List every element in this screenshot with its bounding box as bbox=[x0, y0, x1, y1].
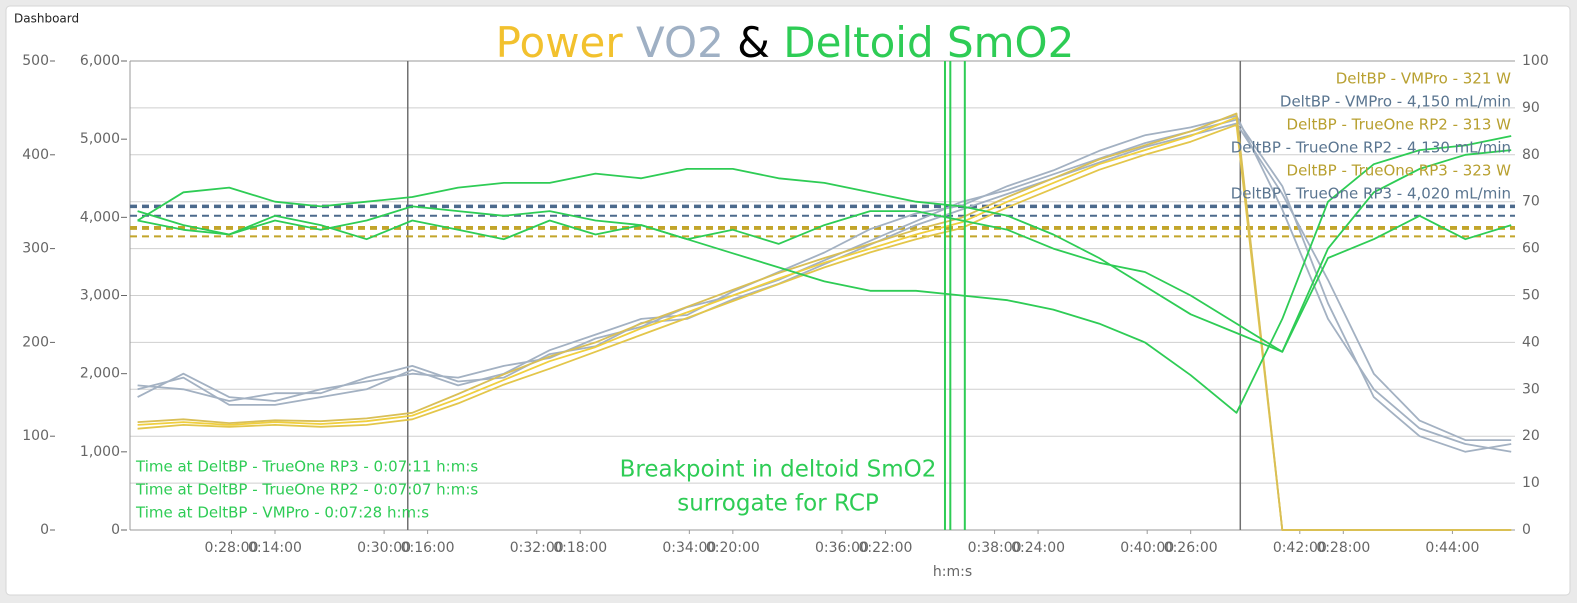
threshold-label: DeltBP - TrueOne RP2 - 313 W bbox=[1287, 116, 1512, 134]
y3-tick-label: 0 bbox=[111, 522, 120, 538]
threshold-label: DeltBP - VMPro - 4,150 mL/min bbox=[1280, 93, 1511, 111]
y2-tick-label: 50 bbox=[1522, 288, 1540, 304]
y2-tick-label: 90 bbox=[1522, 100, 1540, 116]
x2-tick-label: 0:42:00 bbox=[1273, 540, 1327, 556]
y2-tick-label: 10 bbox=[1522, 475, 1540, 491]
title-part: VO2 bbox=[636, 18, 724, 67]
x2-tick-label: 0:28:00 bbox=[204, 540, 258, 556]
threshold-label: DeltBP - TrueOne RP3 - 323 W bbox=[1287, 162, 1512, 180]
y3-tick-label: 4,000 bbox=[80, 209, 120, 225]
y2-tick-label: 60 bbox=[1522, 241, 1540, 257]
y3-tick-label: 5,000 bbox=[80, 131, 120, 147]
y-tick-label: 200 bbox=[22, 334, 49, 350]
series-line bbox=[137, 210, 1512, 353]
threshold-label: DeltBP - VMPro - 321 W bbox=[1336, 70, 1511, 88]
x-tick-label: 0:16:00 bbox=[401, 540, 455, 556]
series-line bbox=[137, 118, 1512, 453]
series-line bbox=[137, 112, 1512, 531]
y2-tick-label: 70 bbox=[1522, 194, 1540, 210]
annotation: surrogate for RCP bbox=[677, 491, 879, 517]
x-tick-label: 0:22:00 bbox=[858, 540, 912, 556]
series-line bbox=[137, 114, 1512, 453]
y-tick-label: 500 bbox=[22, 53, 49, 69]
x2-tick-label: 0:30:00 bbox=[357, 540, 411, 556]
breakpoint-time: Time at DeltBP - TrueOne RP2 - 0:07:07 h… bbox=[135, 481, 478, 499]
y-tick-label: 0 bbox=[40, 522, 49, 538]
y-tick-label: 400 bbox=[22, 147, 49, 163]
y3-tick-label: 2,000 bbox=[80, 366, 120, 382]
x-axis-label: h:m:s bbox=[933, 564, 972, 580]
threshold-label: DeltBP - TrueOne RP2 - 4,130 mL/min bbox=[1231, 139, 1511, 157]
title-part: & bbox=[737, 18, 770, 67]
x2-tick-label: 0:34:00 bbox=[662, 540, 716, 556]
x-tick-label: 0:26:00 bbox=[1164, 540, 1218, 556]
y2-tick-label: 20 bbox=[1522, 428, 1540, 444]
x2-tick-label: 0:40:00 bbox=[1120, 540, 1174, 556]
x2-tick-label: 0:44:00 bbox=[1425, 540, 1479, 556]
y2-tick-label: 0 bbox=[1522, 522, 1531, 538]
title-part: Power bbox=[496, 18, 624, 67]
x-tick-label: 0:28:00 bbox=[1316, 540, 1370, 556]
x-tick-label: 0:18:00 bbox=[553, 540, 607, 556]
x2-tick-label: 0:38:00 bbox=[968, 540, 1022, 556]
series-line bbox=[137, 122, 1512, 441]
threshold-label: DeltBP - TrueOne RP3 - 4,020 mL/min bbox=[1231, 185, 1511, 203]
y2-tick-label: 80 bbox=[1522, 147, 1540, 163]
y-tick-label: 300 bbox=[22, 241, 49, 257]
y3-tick-label: 3,000 bbox=[80, 288, 120, 304]
x2-tick-label: 0:36:00 bbox=[815, 540, 869, 556]
card bbox=[5, 5, 1571, 596]
x-tick-label: 0:20:00 bbox=[706, 540, 760, 556]
breakpoint-time: Time at DeltBP - TrueOne RP3 - 0:07:11 h… bbox=[135, 458, 478, 476]
title-part: Deltoid SmO2 bbox=[783, 18, 1074, 67]
breakpoint-time: Time at DeltBP - VMPro - 0:07:28 h:m:s bbox=[135, 504, 429, 522]
x2-tick-label: 0:32:00 bbox=[510, 540, 564, 556]
y2-tick-label: 100 bbox=[1522, 53, 1549, 69]
y3-tick-label: 1,000 bbox=[80, 444, 120, 460]
annotation: Breakpoint in deltoid SmO2 bbox=[620, 457, 937, 483]
series-line bbox=[137, 135, 1512, 414]
chart-title: Power VO2 & Deltoid SmO2 bbox=[496, 18, 1075, 67]
y2-tick-label: 30 bbox=[1522, 381, 1540, 397]
x-tick-label: 0:24:00 bbox=[1011, 540, 1065, 556]
y2-tick-label: 40 bbox=[1522, 334, 1540, 350]
y-tick-label: 100 bbox=[22, 428, 49, 444]
y3-tick-label: 6,000 bbox=[80, 53, 120, 69]
x-tick-label: 0:14:00 bbox=[248, 540, 302, 556]
header: Dashboard bbox=[14, 12, 79, 26]
